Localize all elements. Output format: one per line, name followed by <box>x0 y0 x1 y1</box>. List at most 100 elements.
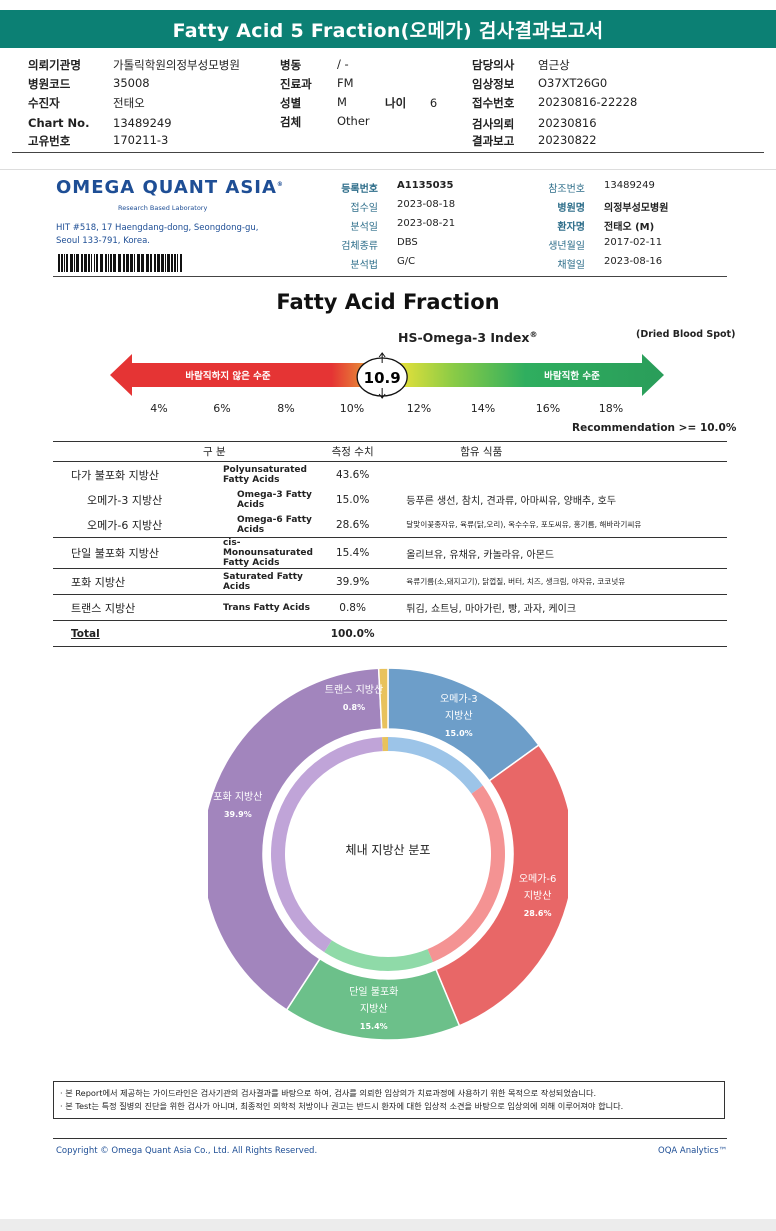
left-label-2: 수진자 <box>28 96 60 110</box>
lab-subtitle: Research Based Laboratory <box>118 204 208 212</box>
right-value-2: 20230816-22228 <box>538 95 638 109</box>
row-eng: Omega-6 Fatty Acids <box>236 514 312 535</box>
donut-label: 오메가-6 지방산 28.6% <box>493 871 583 922</box>
row-kor: 단일 불포화 지방산 <box>53 537 223 569</box>
col-category: 구 분 <box>53 441 313 462</box>
row-food: 등푸른 생선, 참치, 견과류, 아마씨유, 양배추, 호두 <box>406 496 617 507</box>
report-title: Fatty Acid 5 Fraction(오메가) 검사결과보고서 <box>0 10 776 48</box>
lab-mid-label-1: 접수일 <box>350 203 378 214</box>
row-food: 달맞이꽃종자유, 육류(닭,오리), 옥수수유, 포도씨유, 홍기름, 해바라기… <box>406 520 642 529</box>
age-label: 나이 <box>385 96 407 110</box>
row-value: 15.0% <box>335 493 370 506</box>
row-kor: 포화 지방산 <box>53 568 223 595</box>
lab-divider <box>53 276 727 277</box>
donut-slice <box>434 744 568 1027</box>
total-spacer <box>222 620 313 647</box>
left-value-4: 170211-3 <box>113 133 169 147</box>
total-value: 100.0% <box>312 620 393 647</box>
right-label-4: 결과보고 <box>472 134 515 148</box>
left-label-4: 고유번호 <box>28 134 71 148</box>
fatty-acid-donut-chart: 체내 지방산 분포 <box>208 668 568 1040</box>
scale-tick: 12% <box>406 402 432 415</box>
donut-slice <box>377 668 389 730</box>
lab-right-value-0: 13489249 <box>604 180 655 191</box>
right-label-0: 담당의사 <box>472 58 515 72</box>
lab-right-value-2: 전태오 (M) <box>604 222 655 233</box>
table-header: 구 분 측정 수치 함유 식품 <box>53 441 727 462</box>
row-value: 28.6% <box>335 518 370 531</box>
donut-inner-slice <box>324 940 433 971</box>
row-kor: 다가 불포화 지방산 <box>53 461 223 487</box>
donut-label-value: 0.8% <box>342 703 366 712</box>
index-title: HS-Omega-3 Index® <box>398 330 538 346</box>
good-level-label: 바람직한 수준 <box>544 370 600 382</box>
donut-inner-slice <box>271 737 383 953</box>
barcode <box>58 254 182 272</box>
mid-value-2: M <box>337 95 347 109</box>
scale-tick: 16% <box>535 402 561 415</box>
footer-brand: OQA Analytics™ <box>658 1146 727 1156</box>
mid-label-1: 진료과 <box>280 77 312 91</box>
lab-right-label-1: 병원명 <box>557 203 585 214</box>
donut-label-name: 트랜스 지방산 <box>324 685 384 696</box>
lab-mid-label-2: 분석일 <box>350 222 378 233</box>
lab-right-label-3: 생년월일 <box>548 241 585 252</box>
lab-right-label-2: 환자명 <box>557 222 585 233</box>
scale-tick: 4% <box>150 402 168 415</box>
donut-inner-slice <box>388 737 483 794</box>
donut-label-name: 오메가-6 <box>518 874 557 886</box>
donut-label-name: 포화 지방산 <box>213 791 263 803</box>
scale-tick: 10% <box>339 402 365 415</box>
scale-tick: 6% <box>213 402 231 415</box>
donut-label-value: 39.9% <box>223 809 252 819</box>
left-value-1: 35008 <box>113 76 150 90</box>
lab-mid-value-0: A1135035 <box>397 180 454 191</box>
fraction-title: Fatty Acid Fraction <box>276 290 500 314</box>
age-field: 나이 6 <box>385 95 437 111</box>
lab-mid-label-3: 검체종류 <box>341 241 378 252</box>
scale-tick: 18% <box>598 402 624 415</box>
left-value-3: 13489249 <box>113 116 172 130</box>
lab-logo: OMEGA QUANT ASIA® <box>56 177 284 198</box>
lab-mid-value-2: 2023-08-21 <box>397 218 456 229</box>
table-row: 다가 불포화 지방산 Polyunsaturated Fatty Acids 43.… <box>53 461 727 487</box>
scale-tick: 14% <box>470 402 496 415</box>
row-food: 튀김, 쇼트닝, 마아가린, 빵, 과자, 케이크 <box>392 594 727 621</box>
mid-value-0: / - <box>337 57 349 71</box>
row-eng: Trans Fatty Acids <box>222 594 313 621</box>
row-eng: cis-Monounsaturated Fatty Acids <box>222 537 313 569</box>
right-label-2: 접수번호 <box>472 96 515 110</box>
row-eng: Polyunsaturated Fatty Acids <box>222 461 313 487</box>
row-eng: Saturated Fatty Acids <box>222 568 313 595</box>
row-value: 39.9% <box>312 568 393 595</box>
right-value-3: 20230816 <box>538 116 597 130</box>
row-eng: Omega-3 Fatty Acids <box>236 489 312 510</box>
row-food: 육류기름(소,돼지고기), 닭껍질, 버터, 치즈, 생크림, 야자유, 코코넛… <box>392 568 727 595</box>
lab-mid-value-3: DBS <box>397 237 418 248</box>
header-divider <box>12 152 764 153</box>
donut-label: 단일 불포화 지방산 15.4% <box>329 984 419 1035</box>
header-divider-light <box>0 169 776 170</box>
row-kor: 트랜스 지방산 <box>53 594 223 621</box>
donut-label-value: 28.6% <box>523 909 552 919</box>
row-food: 올리브유, 유채유, 카놀라유, 아몬드 <box>392 537 727 569</box>
left-value-0: 가톨릭학원의정부성모병원 <box>113 58 240 72</box>
donut-label: 포화 지방산 39.9% <box>193 789 283 823</box>
copyright: Copyright © Omega Quant Asia Co., Ltd. A… <box>56 1146 318 1156</box>
lab-mid-value-4: G/C <box>397 256 416 267</box>
left-label-0: 의뢰기관명 <box>28 58 81 72</box>
age-value: 6 <box>429 96 438 110</box>
total-label: Total <box>53 620 223 647</box>
mid-value-3: Other <box>337 114 370 128</box>
donut-label-value: 15.0% <box>444 728 473 738</box>
right-value-1: O37XT26G0 <box>538 76 608 90</box>
donut-label-value: 15.4% <box>359 1021 388 1031</box>
right-value-4: 20230822 <box>538 133 597 147</box>
donut-label: 오메가-3 지방산 15.0% <box>414 691 504 742</box>
mid-label-0: 병동 <box>280 58 302 72</box>
lab-mid-label-0: 등록번호 <box>341 184 378 195</box>
chart-title: 체내 지방산 분포 <box>346 843 431 857</box>
lab-right-label-0: 참조번호 <box>548 184 585 195</box>
mid-label-2: 성별 <box>280 96 302 110</box>
lab-mid-label-4: 분석법 <box>350 260 378 271</box>
